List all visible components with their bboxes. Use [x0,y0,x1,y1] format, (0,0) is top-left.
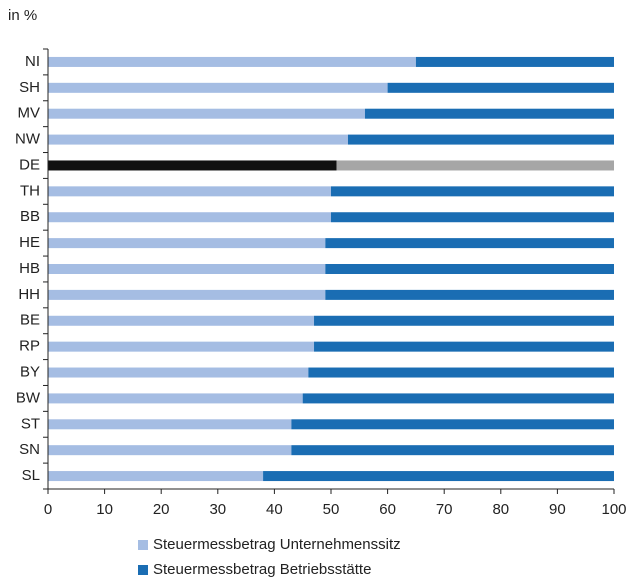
legend-label: Steuermessbetrag Betriebsstätte [153,561,371,578]
x-tick-label: 100 [601,501,626,518]
legend-label: Steuermessbetrag Unternehmenssitz [153,536,401,553]
unit-label: in % [8,7,37,24]
y-tick-label: MV [18,105,41,122]
bar-segment [325,238,614,249]
bar-segment [48,212,331,223]
bar-segment [336,160,614,171]
y-tick-label: HH [18,286,40,303]
bar-segment [48,160,337,171]
x-tick-label: 90 [549,501,566,518]
x-tick-label: 40 [266,501,283,518]
bar-segment [48,82,388,93]
bar-segment [364,108,614,119]
x-tick-label: 80 [492,501,509,518]
legend-swatch [138,565,148,575]
bar-segment [48,471,264,482]
y-tick-label: BY [20,363,40,380]
bar-segment [415,56,614,67]
bar-segment [325,289,614,300]
y-tick-label: BB [20,208,40,225]
y-tick-label: TH [20,182,40,199]
bar-segment [48,56,416,67]
bar-segment [263,471,614,482]
legend-swatch [138,540,148,550]
bar-segment [48,445,292,456]
bar-segment [48,264,326,274]
bar-segment [48,134,348,145]
y-tick-label: NW [15,131,41,148]
bar-segment [48,393,303,404]
x-tick-label: 10 [96,501,113,518]
bar-segment [331,186,614,197]
bar-segment [308,367,614,378]
y-tick-label: BW [16,389,41,406]
bar-segment [48,186,331,197]
bar-segment [48,367,309,378]
x-tick-label: 0 [44,501,52,518]
x-tick-label: 20 [153,501,170,518]
x-tick-label: 50 [323,501,340,518]
x-tick-label: 70 [436,501,453,518]
y-tick-label: NI [25,53,40,70]
y-tick-label: SH [19,79,40,96]
bar-segment [291,445,614,456]
bar-segment [48,238,326,249]
bar-segment [314,341,614,352]
bar-segment [48,108,365,119]
x-tick-label: 60 [379,501,396,518]
bar-segment [291,419,614,430]
y-tick-label: ST [21,415,40,432]
bar-segment [387,82,614,93]
x-tick-label: 30 [209,501,226,518]
y-tick-label: BE [20,312,40,329]
bar-segment [302,393,614,404]
bar-segment [48,289,326,300]
bar-segment [325,264,614,274]
y-tick-label: SL [22,467,40,484]
bar-segment [48,341,315,352]
bar-segment [331,212,614,223]
bar-segment [347,134,614,145]
bar-segment [48,315,315,326]
bar-segment [48,419,292,430]
y-tick-label: RP [19,338,40,355]
y-tick-label: DE [19,156,40,173]
y-tick-label: HE [19,234,40,251]
y-tick-label: SN [19,441,40,458]
y-tick-label: HB [19,260,40,277]
bar-segment [314,315,614,326]
